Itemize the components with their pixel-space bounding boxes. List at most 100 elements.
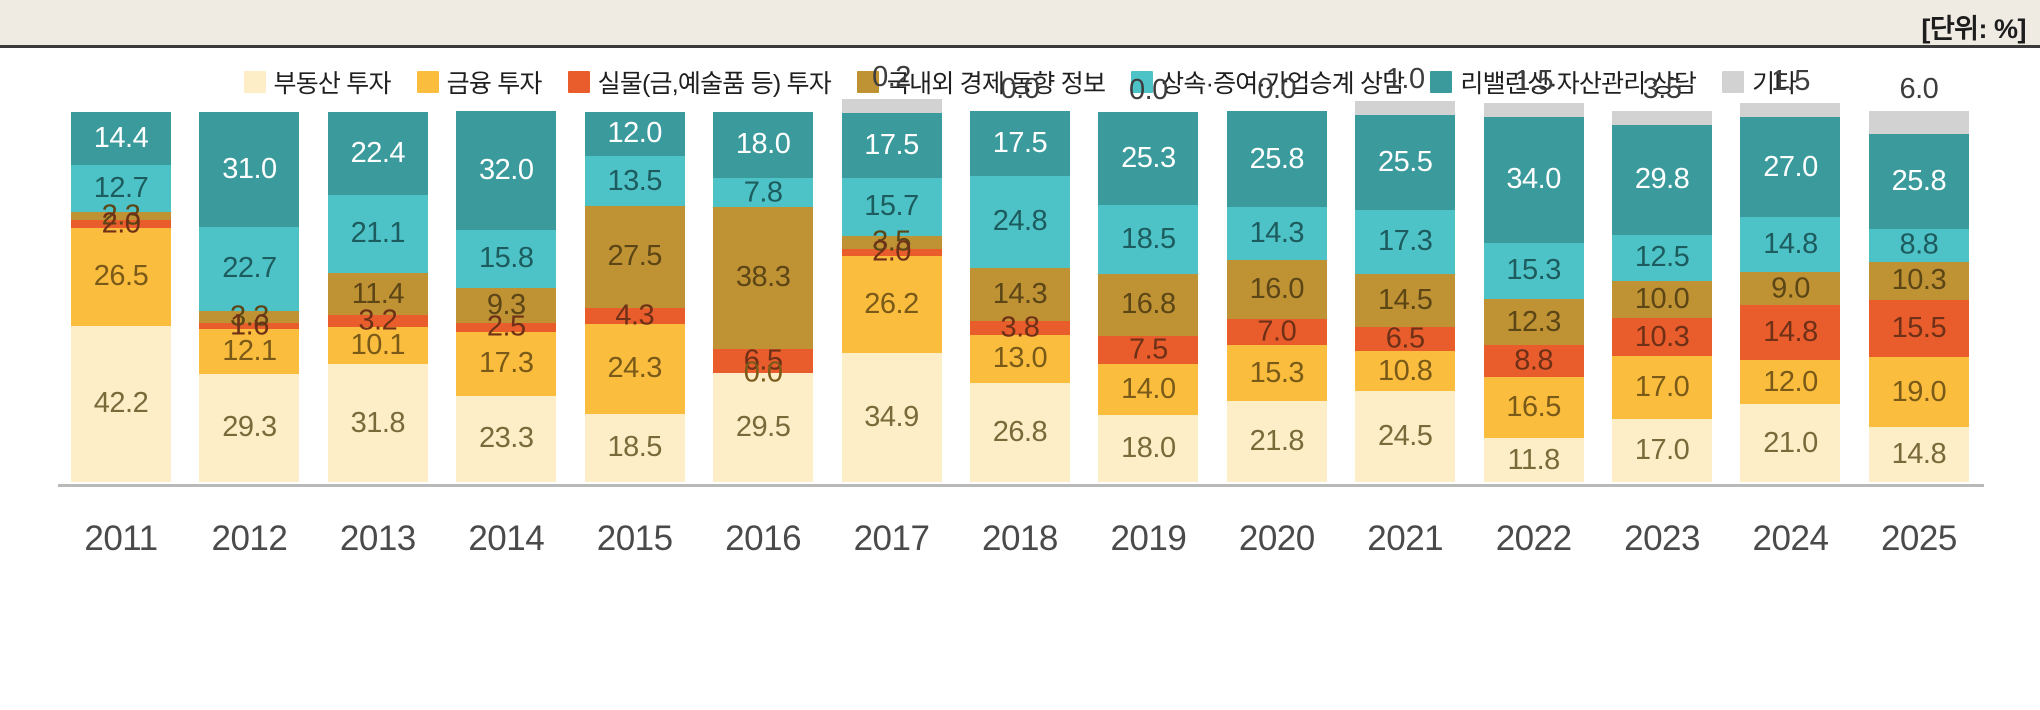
bar-segment[interactable]: 3.3 bbox=[199, 302, 300, 331]
bar-segment[interactable]: 18.5 bbox=[1098, 205, 1199, 274]
bar-segment[interactable]: 2.3 bbox=[71, 201, 171, 230]
bar-segment[interactable]: 18.5 bbox=[584, 413, 685, 482]
bar-column[interactable]: 0.2 17.5 15.7 3.5 2.0 26.2 34.9 bbox=[833, 62, 951, 482]
bar-segment[interactable]: 17.3 bbox=[456, 331, 557, 396]
bar-segment[interactable] bbox=[1355, 101, 1456, 116]
bar-segment[interactable] bbox=[1740, 103, 1841, 118]
bar-segment[interactable]: 17.3 bbox=[1355, 209, 1456, 274]
bar-segment[interactable]: 4.3 bbox=[584, 301, 685, 330]
bar-segment[interactable]: 24.3 bbox=[584, 323, 685, 414]
bar-segment[interactable]: 25.8 bbox=[1868, 133, 1969, 229]
bar-segment[interactable]: 23.3 bbox=[456, 395, 557, 482]
bar-column[interactable]: 1.5 27.0 14.8 9.0 14.8 12.0 21.0 bbox=[1731, 67, 1849, 482]
bar-segment[interactable]: 7.5 bbox=[1098, 335, 1199, 364]
bar-segment[interactable]: 2.0 bbox=[841, 237, 942, 266]
bar-segment[interactable]: 12.5 bbox=[1612, 234, 1713, 282]
bar-segment[interactable]: 16.5 bbox=[1483, 377, 1584, 439]
bar-segment[interactable]: 31.0 bbox=[199, 111, 300, 227]
bar-segment[interactable]: 21.1 bbox=[327, 194, 428, 273]
bar-segment[interactable]: 15.3 bbox=[1226, 344, 1327, 402]
legend-item-realestate[interactable]: 부동산 투자 bbox=[243, 64, 391, 100]
bar-segment[interactable]: 26.2 bbox=[841, 255, 942, 353]
bar-segment[interactable]: 12.1 bbox=[199, 328, 300, 374]
bar-column[interactable]: 22.4 21.1 11.4 3.2 10.1 31.8 bbox=[319, 76, 437, 482]
bar-segment[interactable]: 29.8 bbox=[1612, 124, 1713, 235]
bar-segment[interactable]: 34.9 bbox=[841, 352, 942, 482]
bar-column[interactable]: 31.0 22.7 3.3 1.6 12.1 29.3 bbox=[190, 76, 308, 482]
bar-segment[interactable]: 27.5 bbox=[584, 206, 685, 308]
bar-segment[interactable]: 14.3 bbox=[1226, 206, 1327, 260]
legend-item-economy[interactable]: 국내외 경제 동향 정보 bbox=[856, 64, 1106, 100]
bar-segment[interactable]: 26.5 bbox=[71, 227, 171, 326]
bar-segment[interactable] bbox=[841, 98, 942, 113]
bar-segment[interactable]: 25.3 bbox=[1098, 111, 1199, 206]
bar-segment[interactable]: 31.8 bbox=[327, 364, 428, 482]
bar-segment[interactable]: 9.0 bbox=[1740, 271, 1841, 306]
bar-segment[interactable]: 34.0 bbox=[1483, 116, 1584, 243]
bar-segment[interactable]: 12.0 bbox=[1740, 359, 1841, 405]
bar-segment[interactable]: 16.0 bbox=[1226, 259, 1327, 319]
bar-segment[interactable]: 12.3 bbox=[1483, 299, 1584, 345]
bar-segment[interactable]: 38.3 bbox=[713, 207, 814, 349]
bar-column[interactable]: 32.0 15.8 9.3 2.5 17.3 23.3 bbox=[447, 75, 565, 482]
bar-segment[interactable]: 15.3 bbox=[1483, 242, 1584, 300]
bar-segment[interactable]: 29.3 bbox=[199, 373, 300, 482]
bar-segment[interactable]: 22.4 bbox=[327, 112, 428, 195]
bar-segment[interactable]: 14.8 bbox=[1740, 217, 1841, 272]
bar-segment[interactable]: 24.8 bbox=[969, 176, 1070, 268]
bar-segment[interactable]: 24.5 bbox=[1355, 391, 1456, 482]
bar-segment[interactable]: 17.5 bbox=[841, 112, 942, 178]
bar-segment[interactable]: 14.4 bbox=[71, 111, 171, 165]
bar-segment[interactable]: 10.3 bbox=[1868, 261, 1969, 300]
bar-segment[interactable]: 21.8 bbox=[1226, 401, 1327, 482]
bar-column[interactable]: 12.0 13.5 27.5 4.3 24.3 18.5 bbox=[576, 76, 694, 482]
bar-segment[interactable]: 8.8 bbox=[1868, 228, 1969, 262]
bar-segment[interactable]: 8.8 bbox=[1483, 344, 1584, 378]
bar-segment[interactable]: 14.0 bbox=[1098, 363, 1199, 416]
bar-column[interactable]: 6.0 25.8 8.8 10.3 15.5 19.0 14.8 bbox=[1860, 75, 1978, 482]
bar-column[interactable]: 0.0 17.5 24.8 14.3 3.8 13.0 26.8 bbox=[961, 75, 1079, 482]
legend-item-finance[interactable]: 금융 투자 bbox=[416, 64, 542, 100]
bar-segment[interactable]: 15.8 bbox=[456, 229, 557, 289]
legend-item-rebalancing[interactable]: 리밸런싱·자산관리 상담 bbox=[1430, 64, 1697, 100]
bar-segment[interactable]: 13.5 bbox=[584, 156, 685, 206]
bar-segment[interactable]: 15.7 bbox=[841, 177, 942, 236]
bar-segment[interactable]: 11.8 bbox=[1483, 438, 1584, 482]
bar-segment[interactable]: 7.0 bbox=[1226, 317, 1327, 346]
bar-segment[interactable]: 18.0 bbox=[713, 111, 814, 179]
bar-segment[interactable]: 17.0 bbox=[1612, 356, 1713, 420]
bar-segment[interactable]: 29.5 bbox=[713, 372, 814, 482]
bar-segment[interactable]: 1.6 bbox=[199, 311, 300, 340]
bar-column[interactable]: 1.0 25.5 17.3 14.5 6.5 10.8 24.5 bbox=[1346, 65, 1464, 482]
bar-column[interactable]: 3.5 29.8 12.5 10.0 10.3 17.0 17.0 bbox=[1603, 74, 1721, 482]
bar-segment[interactable]: 10.0 bbox=[1612, 281, 1713, 319]
bar-segment[interactable]: 10.1 bbox=[327, 326, 428, 365]
bar-segment[interactable]: 2.5 bbox=[456, 312, 557, 341]
bar-segment[interactable]: 14.8 bbox=[1868, 427, 1969, 482]
bar-column[interactable]: 18.0 7.8 38.3 6.5 0.0 29.5 bbox=[704, 76, 822, 482]
bar-segment[interactable] bbox=[1612, 110, 1713, 125]
bar-segment[interactable]: 25.8 bbox=[1226, 111, 1327, 207]
legend-item-physical[interactable]: 실물(금,예술품 등) 투자 bbox=[567, 64, 832, 100]
bar-segment[interactable] bbox=[1868, 111, 1969, 134]
bar-segment[interactable]: 26.8 bbox=[969, 382, 1070, 482]
bar-segment[interactable]: 3.5 bbox=[841, 227, 942, 256]
bar-segment[interactable]: 14.3 bbox=[969, 267, 1070, 321]
bar-segment[interactable]: 14.8 bbox=[1740, 305, 1841, 360]
bar-column[interactable]: 0.0 25.3 18.5 16.8 7.5 14.0 18.0 bbox=[1089, 75, 1207, 482]
bar-segment[interactable]: 42.2 bbox=[71, 325, 171, 482]
bar-segment[interactable]: 12.0 bbox=[584, 111, 685, 157]
bar-segment[interactable]: 3.8 bbox=[969, 313, 1070, 342]
bar-segment[interactable]: 27.0 bbox=[1740, 117, 1841, 218]
bar-segment[interactable]: 14.5 bbox=[1355, 273, 1456, 328]
bar-segment[interactable]: 10.3 bbox=[1612, 318, 1713, 357]
legend-item-etc[interactable]: 기타 bbox=[1722, 64, 1797, 100]
bar-segment[interactable]: 25.5 bbox=[1355, 115, 1456, 210]
bar-segment[interactable]: 11.4 bbox=[327, 272, 428, 316]
bar-column[interactable]: 14.4 12.7 2.3 2.0 26.5 42.2 bbox=[62, 76, 180, 482]
bar-segment[interactable]: 17.0 bbox=[1612, 419, 1713, 482]
bar-segment[interactable]: 19.0 bbox=[1868, 356, 1969, 428]
bar-segment[interactable] bbox=[1483, 102, 1584, 117]
bar-segment[interactable]: 15.5 bbox=[1868, 299, 1969, 357]
bar-segment[interactable]: 10.8 bbox=[1355, 351, 1456, 392]
